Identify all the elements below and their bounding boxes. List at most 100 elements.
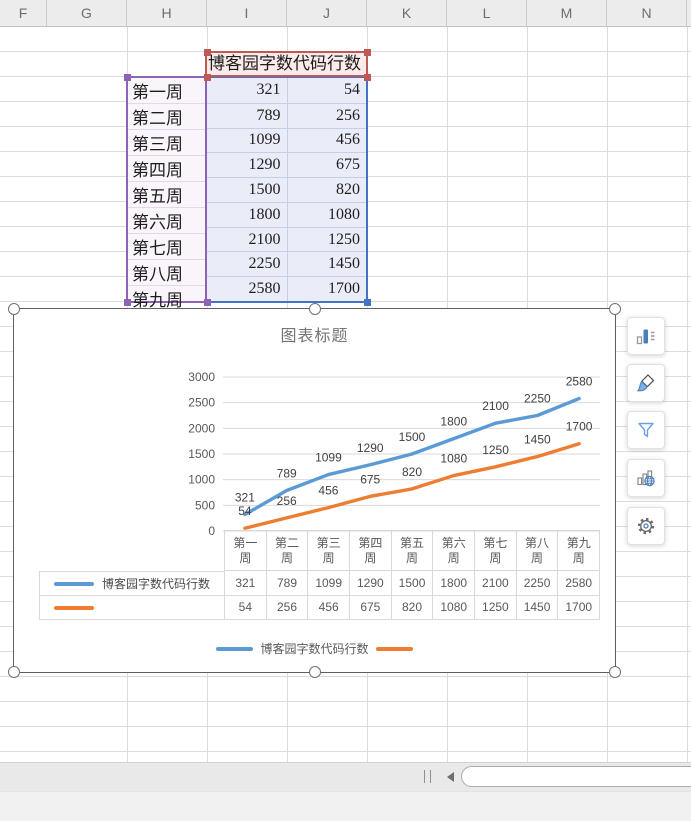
sheet-value-cell[interactable]: 1290: [207, 152, 287, 177]
sheet-value-cell[interactable]: 1099: [207, 127, 287, 153]
sheet-week-label-cell[interactable]: 第八周: [128, 259, 205, 285]
range-handle[interactable]: [204, 74, 211, 81]
chart-plot-area[interactable]: 0500100015002000250030003217891099129015…: [14, 309, 617, 674]
column-header-I[interactable]: I: [207, 0, 287, 26]
sheet-value-cell[interactable]: 820: [286, 177, 366, 202]
sheet-value-cell[interactable]: 675: [286, 152, 366, 178]
scrollbar-splitter[interactable]: [424, 770, 431, 783]
range-handle[interactable]: [204, 299, 211, 306]
column-header-M[interactable]: M: [527, 0, 607, 26]
chart-table-category-cell[interactable]: 第五周: [391, 530, 434, 571]
chart-table-legend-row[interactable]: 博客园字数代码行数: [39, 571, 224, 596]
horizontal-scrollbar[interactable]: [0, 762, 691, 791]
chart-table-value-cell[interactable]: 1290: [350, 571, 392, 596]
sheet-value-cell[interactable]: 1450: [286, 251, 366, 277]
data-label: 1250: [482, 443, 509, 457]
selection-handle-bottom-center[interactable]: [308, 666, 321, 678]
series-line-2[interactable]: [243, 442, 581, 530]
chart-table-category-cell[interactable]: 第一周: [224, 530, 267, 571]
chart-table-category-cell[interactable]: 第四周: [350, 530, 392, 571]
chart-table-value-cell[interactable]: 456: [308, 596, 351, 620]
chart-table-category-cell[interactable]: 第八周: [516, 530, 559, 571]
chart-move-button[interactable]: [627, 459, 665, 497]
sheet-value-cell[interactable]: 321: [256, 81, 281, 99]
chart-title[interactable]: 图表标题: [280, 328, 349, 345]
chart-table-value-cell[interactable]: 54: [224, 596, 267, 620]
column-header-K[interactable]: K: [367, 0, 447, 26]
sheet-value-cell[interactable]: 2100: [207, 226, 287, 252]
chart-filter-button[interactable]: [627, 411, 665, 449]
legend-swatch-series-1[interactable]: [216, 646, 254, 651]
range-handle[interactable]: [124, 299, 131, 306]
chart-table-value-cell[interactable]: 1080: [433, 596, 476, 620]
sheet-week-label-cell[interactable]: 第九周: [128, 285, 205, 311]
chart-table-value-cell[interactable]: 1800: [433, 571, 476, 596]
chart-table-value-cell[interactable]: 2100: [475, 571, 517, 596]
chart-table-value-cell[interactable]: 256: [266, 596, 309, 620]
chart-table-value-cell[interactable]: 820: [391, 596, 434, 620]
sheet-week-label-range[interactable]: 第一周 第二周 第三周 第四周 第五周 第六周 第七周 第八周 第九周: [126, 76, 207, 310]
sheet-week-label-cell[interactable]: 第六周: [128, 207, 205, 233]
selection-handle-top-left[interactable]: [8, 303, 20, 315]
chart-table-value-cell[interactable]: 1099: [308, 571, 351, 596]
sheet-week-label-cell[interactable]: 第七周: [128, 233, 205, 259]
sheet-value-cell[interactable]: 456: [286, 127, 366, 153]
sheet-data-range[interactable]: 321 54 789 256 1099 456 1290 675 1500 820 1800 1080…: [205, 76, 368, 303]
column-header-L[interactable]: L: [447, 0, 527, 26]
range-handle[interactable]: [124, 74, 131, 81]
sheet-value-cell[interactable]: 789: [207, 102, 287, 128]
chart-table-value-cell[interactable]: 789: [266, 571, 309, 596]
sheet-value-cell[interactable]: 2250: [207, 251, 287, 276]
sheet-value-cell[interactable]: 256: [286, 102, 366, 128]
chart-table-category-cell[interactable]: 第七周: [475, 530, 517, 571]
sheet-week-label-cell[interactable]: 第四周: [128, 155, 205, 181]
chart-table-value-cell[interactable]: 2580: [558, 571, 601, 596]
chart-table-value-cell[interactable]: 321: [224, 571, 267, 596]
legend-swatch-series-2[interactable]: [375, 646, 413, 651]
chart-table-category-cell[interactable]: 第二周: [266, 530, 309, 571]
range-handle[interactable]: [364, 299, 371, 306]
range-handle[interactable]: [364, 74, 371, 81]
sheet-value-cell[interactable]: 1700: [286, 276, 366, 301]
chart-table-value-cell[interactable]: 1700: [558, 596, 601, 620]
chart-table-value-cell[interactable]: 1500: [391, 571, 434, 596]
selection-handle-top-right[interactable]: [609, 303, 621, 315]
sheet-week-label-cell[interactable]: 第五周: [128, 181, 205, 207]
column-header-G[interactable]: G: [47, 0, 127, 26]
sheet-value-cell[interactable]: 54: [286, 78, 367, 103]
selection-handle-bottom-right[interactable]: [609, 666, 621, 678]
chart-table-category-cell[interactable]: 第九周: [558, 530, 601, 571]
sheet-value-cell[interactable]: 1080: [286, 201, 366, 227]
chart-table-value-cell[interactable]: 1450: [516, 596, 559, 620]
scrollbar-thumb[interactable]: [461, 766, 691, 787]
chart-table-category-cell[interactable]: 第三周: [308, 530, 351, 571]
chart-table-value-cell[interactable]: 1250: [475, 596, 517, 620]
chart-table-legend-row[interactable]: [39, 596, 224, 620]
chart-table-value-cell[interactable]: 675: [350, 596, 392, 620]
sheet-week-label-cell[interactable]: 第三周: [128, 129, 205, 155]
column-header-N[interactable]: N: [607, 0, 687, 26]
column-header-F[interactable]: F: [0, 0, 47, 26]
chart-table-value-cell[interactable]: 2250: [516, 571, 559, 596]
chart-panel[interactable]: 图表标题 0 500 1000 1500 2000 2500 3000 321 789 1099 1…: [8, 303, 621, 678]
selection-handle-bottom-left[interactable]: [8, 666, 20, 678]
chart-table-category-cell[interactable]: 第六周: [433, 530, 476, 571]
column-header-J[interactable]: J: [287, 0, 367, 26]
chart-style-button[interactable]: [627, 364, 665, 402]
range-handle[interactable]: [364, 49, 371, 56]
scroll-left-arrow-icon[interactable]: [447, 772, 454, 782]
series-line-1[interactable]: [243, 396, 581, 517]
range-handle[interactable]: [204, 49, 211, 56]
sheet-week-label-cell[interactable]: 第一周: [132, 83, 183, 102]
sheet-week-label-cell[interactable]: 第二周: [128, 103, 205, 129]
chart-legend[interactable]: 博客园字数代码行数: [14, 640, 615, 657]
sheet-header-range[interactable]: 博客园字数代码行数: [205, 51, 368, 77]
sheet-value-cell[interactable]: 1250: [286, 226, 366, 252]
column-header-H[interactable]: H: [127, 0, 207, 26]
sheet-value-cell[interactable]: 1500: [207, 177, 287, 202]
sheet-value-cell[interactable]: 1800: [207, 201, 287, 227]
sheet-value-cell[interactable]: 2580: [207, 276, 287, 301]
chart-elements-button[interactable]: [627, 317, 665, 355]
selection-handle-top-center[interactable]: [308, 303, 321, 315]
chart-settings-button[interactable]: [627, 507, 665, 545]
